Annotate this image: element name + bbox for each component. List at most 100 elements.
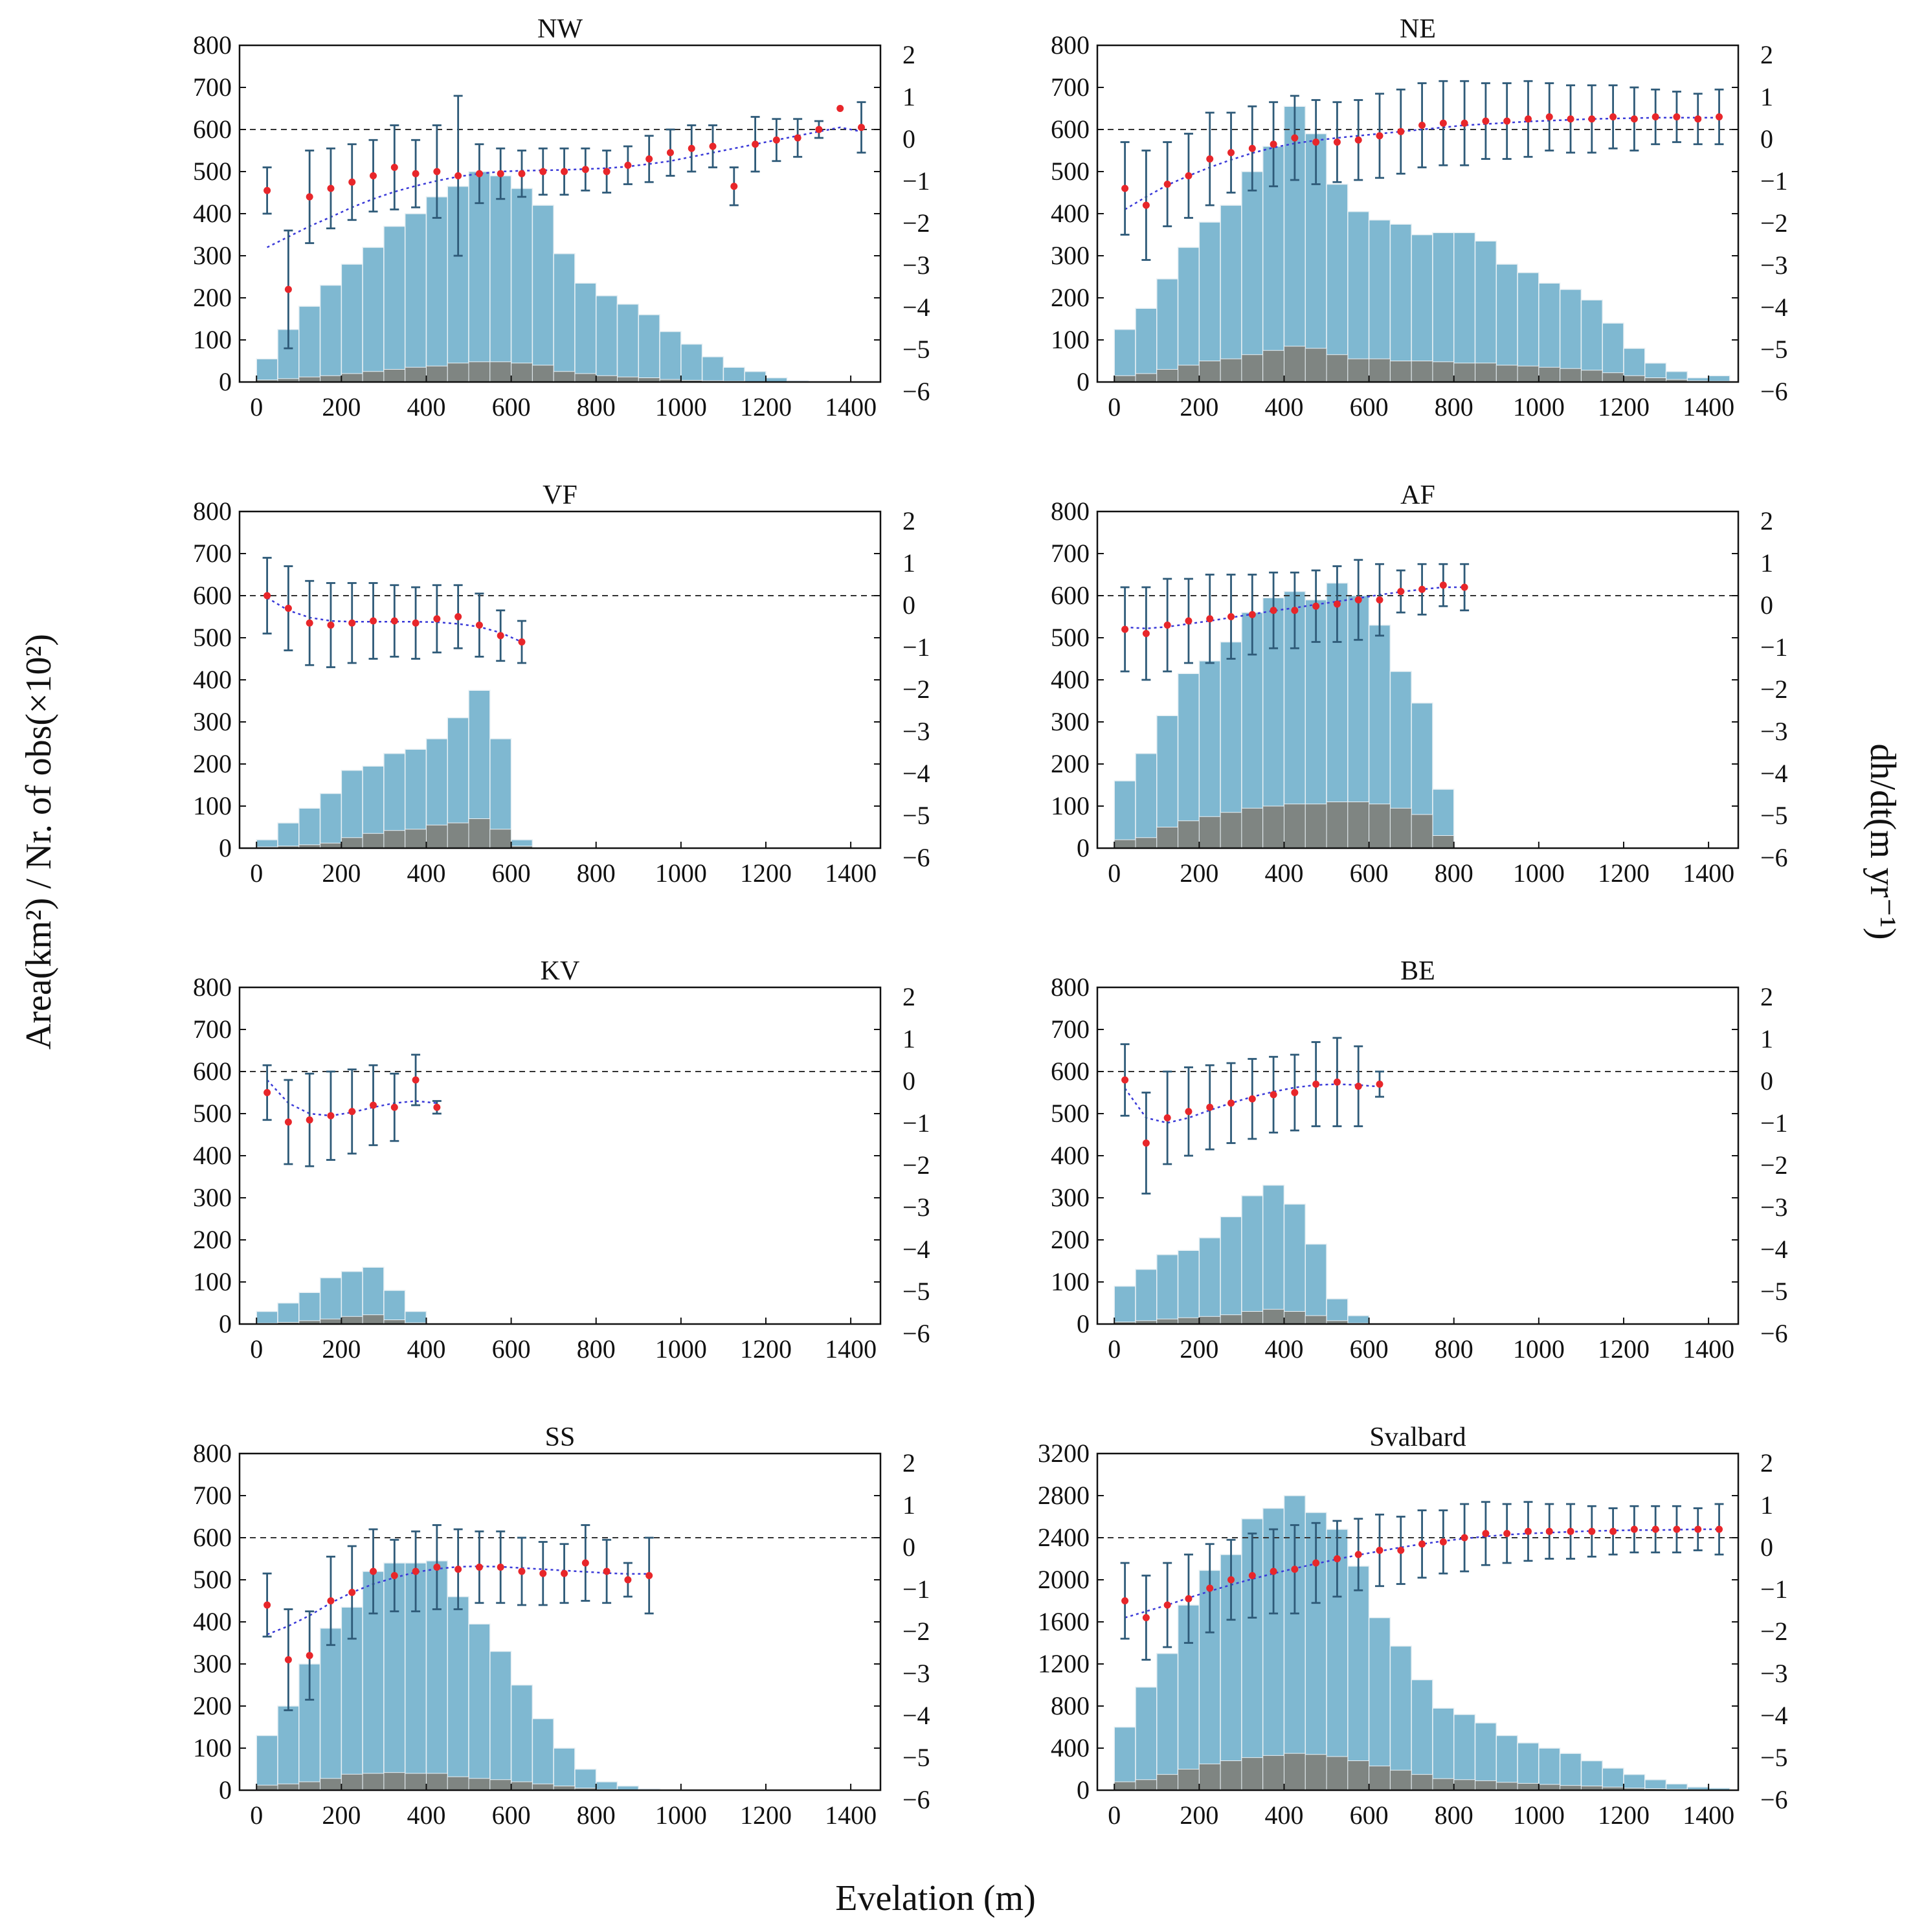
panel-af-area-bar: [1177, 673, 1200, 849]
panel-be-left-tick-label: 100: [1051, 1267, 1090, 1296]
panel-af-obs-bar: [1326, 802, 1349, 849]
panel-kv-area-bar: [298, 1292, 321, 1325]
panel-svalbard-obs-bar: [1135, 1779, 1158, 1791]
panel-ss-obs-bar: [511, 1781, 533, 1791]
panel-be-dhdt-point: [1354, 1083, 1362, 1090]
panel-be-right-tick-label: −6: [1760, 1319, 1788, 1348]
panel-nw-right-tick-label: 1: [902, 82, 915, 111]
panel-be-area-bar: [1114, 1285, 1136, 1325]
panel-ss-dhdt-point: [518, 1567, 526, 1575]
panel-ne-obs-bar: [1262, 350, 1284, 383]
panel-af-right-tick-label: 0: [1760, 590, 1773, 620]
panel-af-obs-bar: [1305, 803, 1327, 849]
panel-svalbard-right-tick-label: −1: [1760, 1575, 1788, 1604]
panel-nw-obs-bar: [341, 373, 363, 383]
panel-ne-dhdt-point: [1439, 119, 1447, 127]
panel-ne-area-bar: [1326, 183, 1349, 383]
panel-ne-right-tick-label: −5: [1760, 335, 1788, 364]
panel-nw-dhdt-point: [497, 170, 504, 177]
panel-ne-left-tick-label: 800: [1051, 30, 1090, 60]
panel-vf-x-tick-label: 0: [250, 859, 263, 888]
panel-svalbard-dhdt-point: [1163, 1601, 1171, 1609]
panel-svalbard-x-tick-label: 0: [1108, 1801, 1121, 1830]
panel-ss-x-tick-label: 0: [250, 1801, 263, 1830]
panel-nw-area-bar: [744, 371, 767, 383]
panel-af-dhdt-point: [1418, 585, 1426, 593]
panel-af-left-tick-label: 0: [1077, 833, 1090, 862]
panel-be-x-tick-label: 400: [1264, 1334, 1303, 1364]
panel-af-obs-bar: [1178, 820, 1200, 849]
panel-nw-dhdt-point: [561, 168, 568, 175]
panel-svalbard-obs-bar: [1241, 1757, 1264, 1791]
panel-vf-x-tick-label: 400: [407, 859, 445, 888]
panel-vf-left-tick-label: 300: [193, 707, 232, 736]
panel-af-x-tick-label: 200: [1180, 859, 1218, 888]
panel-svalbard-obs-bar: [1305, 1754, 1327, 1791]
panel-vf-dhdt-point: [518, 638, 526, 646]
panel-vf-dhdt-point: [454, 613, 462, 620]
panel-vf-dhdt-point: [390, 617, 398, 625]
panel-ne-dhdt-point: [1354, 136, 1362, 144]
panel-ss-left-tick-label: 600: [193, 1523, 232, 1552]
panel-nw-area-bar: [638, 314, 660, 383]
panel-nw-x-tick-label: 600: [492, 392, 531, 421]
panel-ne-area-bar: [1114, 329, 1136, 383]
panel-svalbard-dhdt-point: [1630, 1525, 1638, 1533]
panel-ne-right-tick-label: −2: [1760, 208, 1788, 238]
panel-ss-obs-bar: [383, 1772, 406, 1791]
panel-be-obs-bar: [1262, 1309, 1284, 1325]
panel-kv-left-tick-label: 100: [193, 1267, 232, 1296]
panel-svalbard-dhdt-point: [1227, 1576, 1235, 1584]
panel-ne-obs-bar: [1389, 361, 1412, 383]
panel-af-dhdt-point: [1248, 611, 1256, 618]
panel-ne-x-tick-label: 200: [1180, 392, 1218, 421]
panel-svalbard-area-bar: [1368, 1617, 1391, 1791]
panel-kv-dhdt-point: [284, 1118, 292, 1126]
panel-nw-dhdt-point: [348, 178, 356, 186]
panel-nw-obs-bar: [596, 375, 618, 383]
panel-ne-area-bar: [1580, 299, 1603, 383]
panel-af-left-tick-label: 800: [1051, 497, 1090, 526]
panel-nw-left-tick-label: 600: [193, 115, 232, 144]
panel-kv-right-tick-label: −6: [902, 1319, 930, 1348]
panel-svalbard-obs-bar: [1156, 1774, 1179, 1791]
panel-af-dhdt-point: [1163, 622, 1171, 629]
panel-be-area-bar: [1347, 1315, 1370, 1325]
panel-kv-dhdt-point: [327, 1112, 335, 1119]
panel-nw-area-bar: [489, 175, 512, 383]
panel-ne-area-bar: [1453, 232, 1476, 383]
panel-svalbard-x-tick-label: 400: [1264, 1801, 1303, 1830]
panel-ss-right-tick-label: −5: [902, 1743, 930, 1772]
panel-be-right-tick-label: −5: [1760, 1277, 1788, 1306]
panel-nw-area-bar: [298, 306, 321, 383]
panel-af-dhdt-point: [1354, 596, 1362, 603]
panel-af-dhdt-point: [1142, 630, 1150, 637]
panel-kv-title: KV: [541, 956, 580, 986]
panel-svalbard-obs-bar: [1389, 1769, 1412, 1791]
panel-ss-area-bar: [489, 1650, 512, 1791]
panel-nw-dhdt-point: [857, 124, 865, 131]
panel-be-dhdt-point: [1163, 1114, 1171, 1121]
panel-vf-area-bar: [341, 770, 363, 849]
panel-ne-left-tick-label: 200: [1051, 283, 1090, 312]
panel-svalbard-area-bar: [1474, 1722, 1497, 1791]
panel-ne-left-tick-label: 700: [1051, 73, 1090, 102]
panel-af-title: AF: [1400, 480, 1435, 510]
panel-vf-dhdt-point: [348, 619, 356, 627]
panel-ne-dhdt-point: [1482, 117, 1490, 125]
panel-be-left-tick-label: 600: [1051, 1057, 1090, 1086]
panel-af-left-tick-label: 200: [1051, 749, 1090, 778]
panel-vf-obs-bar: [383, 830, 406, 849]
panel-be-obs-bar: [1305, 1315, 1327, 1325]
panels-group: 0100200300400500600700800−6−5−4−3−2−1012…: [193, 14, 1788, 1830]
panel-kv-right-tick-label: −2: [902, 1151, 930, 1180]
panel-nw-x-tick-label: 200: [322, 392, 361, 421]
panel-vf-dhdt-point: [263, 592, 271, 600]
panel-ne-dhdt-point: [1206, 155, 1214, 163]
panel-svalbard-obs-bar: [1369, 1766, 1391, 1791]
panel-be-dhdt-point: [1376, 1081, 1383, 1088]
panel-svalbard-dhdt-point: [1609, 1527, 1617, 1535]
panel-ne-area-bar: [1432, 232, 1455, 383]
panel-ne-obs-bar: [1283, 346, 1306, 383]
panel-kv-dhdt-point: [306, 1116, 313, 1124]
